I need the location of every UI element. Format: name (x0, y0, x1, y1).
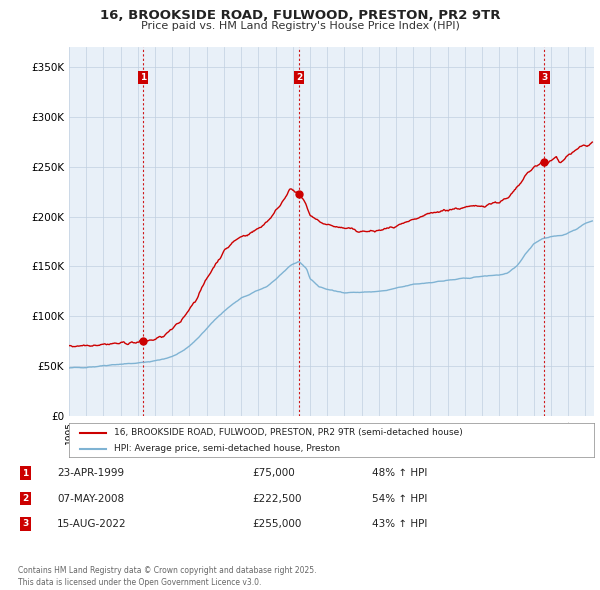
Text: 16, BROOKSIDE ROAD, FULWOOD, PRESTON, PR2 9TR (semi-detached house): 16, BROOKSIDE ROAD, FULWOOD, PRESTON, PR… (113, 428, 463, 437)
Text: 43% ↑ HPI: 43% ↑ HPI (372, 519, 427, 529)
Text: 07-MAY-2008: 07-MAY-2008 (57, 494, 124, 503)
Text: 48% ↑ HPI: 48% ↑ HPI (372, 468, 427, 478)
Text: 1: 1 (140, 73, 146, 81)
Text: £255,000: £255,000 (252, 519, 301, 529)
Text: £75,000: £75,000 (252, 468, 295, 478)
Text: 3: 3 (541, 73, 548, 81)
Text: 15-AUG-2022: 15-AUG-2022 (57, 519, 127, 529)
Text: 3: 3 (22, 519, 28, 529)
Text: 54% ↑ HPI: 54% ↑ HPI (372, 494, 427, 503)
Text: 23-APR-1999: 23-APR-1999 (57, 468, 124, 478)
Text: Price paid vs. HM Land Registry's House Price Index (HPI): Price paid vs. HM Land Registry's House … (140, 21, 460, 31)
Text: Contains HM Land Registry data © Crown copyright and database right 2025.
This d: Contains HM Land Registry data © Crown c… (18, 566, 317, 587)
Text: 1: 1 (22, 468, 28, 478)
Text: £222,500: £222,500 (252, 494, 302, 503)
Text: HPI: Average price, semi-detached house, Preston: HPI: Average price, semi-detached house,… (113, 444, 340, 453)
Text: 2: 2 (22, 494, 28, 503)
Text: 2: 2 (296, 73, 302, 81)
Text: 16, BROOKSIDE ROAD, FULWOOD, PRESTON, PR2 9TR: 16, BROOKSIDE ROAD, FULWOOD, PRESTON, PR… (100, 9, 500, 22)
